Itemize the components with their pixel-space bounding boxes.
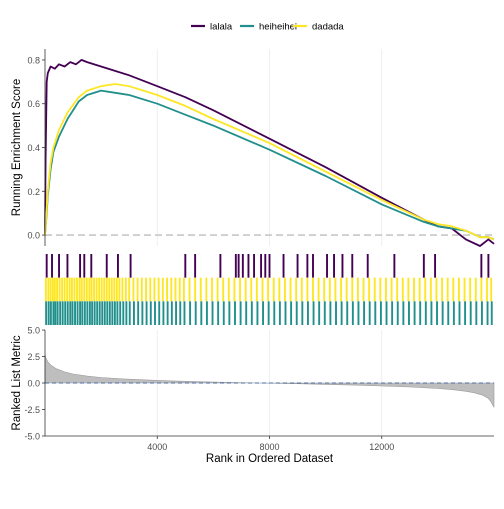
es-lines [44, 59, 495, 247]
metric-y-tick-label: -2.5 [24, 405, 40, 415]
metric-y-ticks: 5.0 2.5 0.0 -2.5 -5.0 [24, 326, 45, 442]
x-tick-label: 8000 [259, 442, 279, 452]
gene-hit-rug [44, 254, 493, 325]
es-y-tick-label: 0.4 [27, 143, 40, 153]
legend-label-dadada: dadada [312, 22, 344, 33]
x-tick-label: 4000 [147, 442, 167, 452]
legend-label-lalala: lalala [210, 22, 233, 33]
es-y-ticks: 0.0 0.2 0.4 0.6 0.8 [27, 55, 45, 241]
x-axis-label: Rank in Ordered Dataset [206, 453, 334, 465]
es-gridlines [156, 49, 383, 246]
es-y-tick-label: 0.2 [27, 187, 40, 197]
metric-y-tick-label: 0.0 [27, 379, 40, 389]
legend: lalala heiheihei dadada [191, 22, 344, 33]
metric-x-ticks: 4000 8000 12000 [147, 436, 394, 452]
x-tick-label: 12000 [369, 442, 394, 452]
es-y-tick-label: 0.6 [27, 99, 40, 109]
metric-y-tick-label: 5.0 [27, 326, 40, 336]
metric-y-axis-label: Ranked List Metric [11, 335, 23, 430]
es-y-tick-label: 0.8 [27, 55, 40, 65]
legend-label-heiheihei: heiheihei [259, 22, 297, 33]
es-y-tick-label: 0.0 [27, 231, 40, 241]
es-y-axis-label: Running Enrichment Score [11, 79, 23, 216]
metric-y-tick-label: -5.0 [24, 432, 40, 442]
metric-y-tick-label: 2.5 [27, 352, 40, 362]
es-line-dadada [44, 83, 495, 241]
